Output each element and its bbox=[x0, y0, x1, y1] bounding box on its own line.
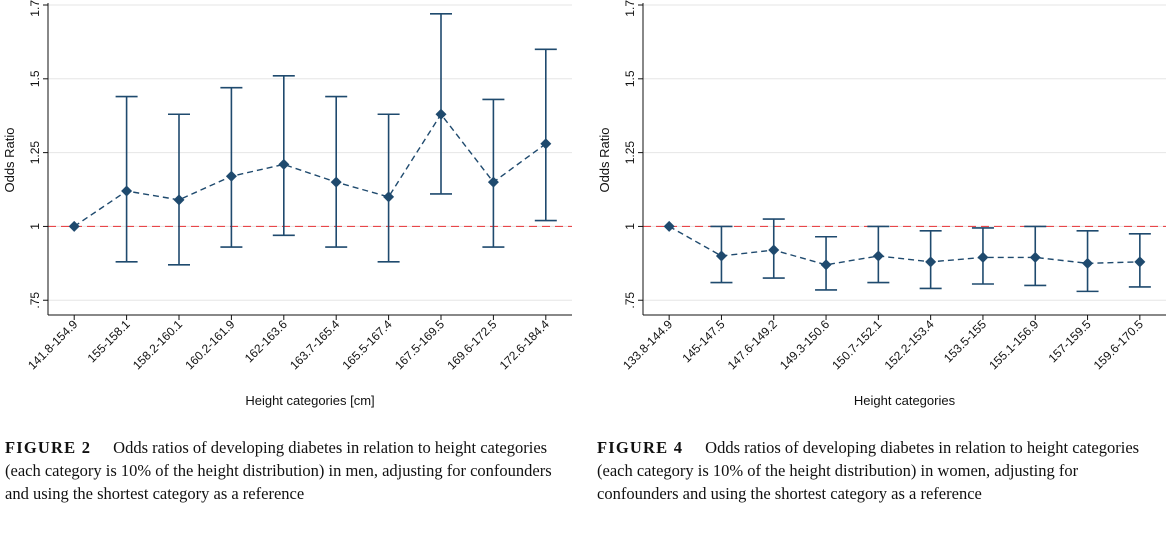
data-point bbox=[278, 158, 290, 170]
x-tick-label: 149.3-150.6 bbox=[777, 317, 832, 372]
x-tick-label: 158.2-160.1 bbox=[130, 317, 185, 372]
x-tick-label: 147.6-149.2 bbox=[725, 317, 780, 372]
x-axis-label: Height categories bbox=[854, 393, 956, 408]
figure-2-label: FIGURE 2 bbox=[5, 438, 92, 457]
x-tick-label: 145-147.5 bbox=[679, 317, 727, 365]
x-tick-label: 141.8-154.9 bbox=[25, 317, 80, 372]
x-axis-label: Height categories [cm] bbox=[245, 393, 374, 408]
figure-2-caption-text: Odds ratios of developing diabetes in re… bbox=[5, 438, 552, 503]
y-tick-label: 1.5 bbox=[623, 70, 637, 87]
data-point bbox=[1029, 251, 1041, 263]
chart-2: .75 1 1.25 1.5 1.75 Odds Ratio 133.8-144.9 145-… bbox=[597, 0, 1166, 408]
data-point bbox=[540, 138, 552, 150]
y-tick-label: .75 bbox=[623, 292, 637, 309]
x-tick-label: 165.5-167.4 bbox=[340, 317, 395, 372]
y-tick-label: .75 bbox=[28, 292, 42, 309]
x-tick-label: 163.7-165.4 bbox=[287, 317, 342, 372]
data-point bbox=[435, 108, 447, 120]
x-tick-label: 167.5-169.5 bbox=[392, 317, 447, 372]
data-point bbox=[715, 250, 727, 262]
figure-4-caption: FIGURE 4 Odds ratios of developing diabet… bbox=[597, 436, 1157, 505]
data-point bbox=[1082, 257, 1094, 269]
figure-4-caption-text: Odds ratios of developing diabetes in re… bbox=[597, 438, 1140, 503]
error-bar bbox=[220, 86, 243, 248]
data-point bbox=[121, 185, 133, 197]
error-bar bbox=[272, 75, 295, 237]
x-tick-label: 157-159.5 bbox=[1046, 317, 1094, 365]
data-point bbox=[872, 250, 884, 262]
x-tick-label: 152.2-153.4 bbox=[882, 317, 937, 372]
x-tick-label: 153.5-155 bbox=[941, 317, 989, 365]
series-line bbox=[668, 225, 1140, 266]
data-point bbox=[383, 191, 395, 203]
data-point bbox=[977, 251, 989, 263]
figure-2-caption: FIGURE 2 Odds ratios of developing diabet… bbox=[5, 436, 560, 505]
x-tick-label: 155.1-156.9 bbox=[986, 317, 1041, 372]
y-tick-label: 1.25 bbox=[623, 141, 637, 165]
x-tick-label: 150.7-152.1 bbox=[829, 317, 884, 372]
figure-4-label: FIGURE 4 bbox=[597, 438, 684, 457]
data-point bbox=[820, 259, 832, 271]
error-bar bbox=[377, 113, 400, 263]
error-bar bbox=[115, 95, 138, 263]
chart-1: .75 1 1.25 1.5 1.75 Odds Ratio 141.8-154.9 155-… bbox=[2, 0, 572, 408]
y-axis-label: Odds Ratio bbox=[2, 127, 17, 192]
x-tick-label: 155-158.1 bbox=[85, 317, 133, 365]
data-point bbox=[925, 256, 937, 268]
x-tick-label: 169.6-172.5 bbox=[444, 317, 499, 372]
y-tick-label: 1 bbox=[28, 223, 42, 230]
data-point bbox=[663, 220, 675, 232]
y-tick-label: 1.75 bbox=[623, 0, 637, 17]
y-axis-label: Odds Ratio bbox=[597, 127, 612, 192]
x-tick-label: 159.6-170.5 bbox=[1091, 317, 1146, 372]
error-bar bbox=[430, 13, 452, 195]
error-bar bbox=[482, 98, 505, 248]
error-bar bbox=[325, 95, 348, 248]
y-tick-label: 1 bbox=[623, 223, 637, 230]
data-point bbox=[225, 170, 237, 182]
series-line bbox=[73, 113, 547, 228]
data-point bbox=[487, 176, 499, 188]
x-tick-label: 133.8-144.9 bbox=[620, 317, 675, 372]
data-point bbox=[1134, 256, 1146, 268]
data-point bbox=[68, 220, 80, 232]
error-bar bbox=[534, 48, 557, 222]
data-point bbox=[330, 176, 342, 188]
y-tick-label: 1.25 bbox=[28, 141, 42, 165]
y-tick-label: 1.75 bbox=[28, 0, 42, 17]
x-tick-label: 172.6-184.4 bbox=[497, 317, 552, 372]
y-tick-label: 1.5 bbox=[28, 70, 42, 87]
x-tick-label: 160.2-161.9 bbox=[182, 317, 237, 372]
x-tick-label: 162-163.6 bbox=[242, 317, 290, 365]
data-point bbox=[173, 194, 185, 206]
data-point bbox=[768, 244, 780, 256]
error-bar bbox=[168, 113, 190, 266]
